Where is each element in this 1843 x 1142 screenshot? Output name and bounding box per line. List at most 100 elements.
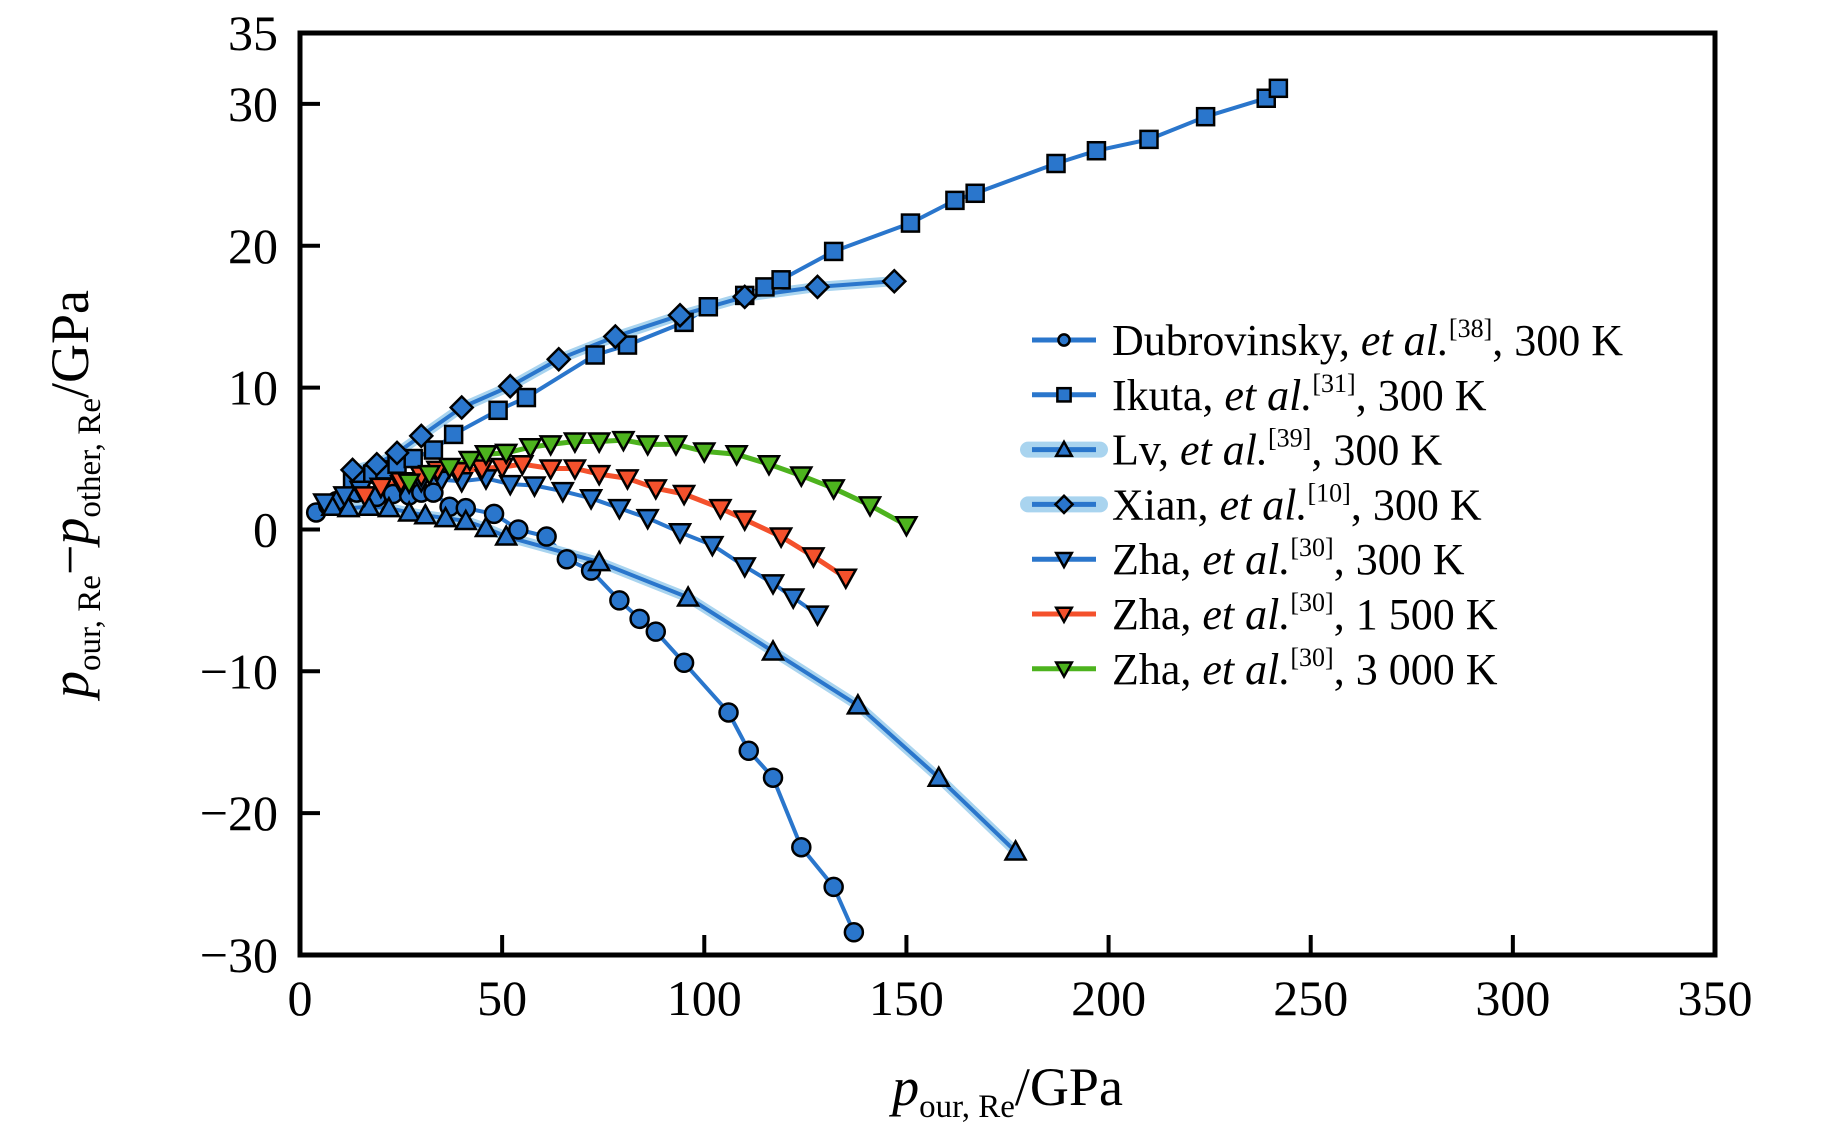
zha300-marker-triangle-down — [635, 508, 660, 531]
lv-marker-triangle-up — [845, 692, 871, 715]
ikuta-marker-square — [585, 345, 605, 365]
xian-marker-diamond — [384, 440, 410, 466]
zha1500-marker-triangle-down — [562, 459, 588, 482]
xian-marker-diamond — [497, 373, 523, 399]
y-tick-label-10: 10 — [228, 360, 278, 416]
zha300-marker-triangle-down — [781, 588, 806, 611]
xian-marker-diamond — [804, 274, 831, 300]
zha1500-marker-triangle-down — [510, 454, 535, 477]
ikuta-marker-square — [516, 387, 537, 408]
x-tick-label-200: 200 — [1071, 970, 1146, 1026]
zha300-marker-triangle-down — [522, 476, 547, 499]
ikuta-marker-square — [1195, 106, 1216, 127]
lv-marker-triangle-up — [376, 495, 402, 518]
legend-marker-ikuta — [1056, 386, 1072, 403]
legend-marker-zha1500 — [1054, 606, 1074, 625]
lv-marker-triangle-up — [926, 765, 951, 787]
dubrovinsky-marker-circle — [609, 590, 630, 611]
y-tick-label-−10: −10 — [200, 643, 278, 699]
y-tick-label-0: 0 — [253, 501, 278, 557]
zha3000-marker-triangle-down — [437, 457, 462, 480]
zha3000-marker-triangle-down — [894, 515, 919, 538]
dubrovinsky-marker-circle — [645, 621, 667, 642]
legend-label-xian: Xian, et al.[10], 300 K — [1112, 478, 1482, 529]
zha300-marker-triangle-down — [312, 493, 337, 516]
zha300-marker-triangle-down — [498, 474, 523, 497]
zha1500-marker-triangle-down — [643, 479, 668, 501]
zha1500-marker-triangle-down — [801, 547, 826, 569]
dubrovinsky-marker-circle — [718, 702, 739, 723]
legend-label-zha1500: Zha, et al.[30], 1 500 K — [1112, 588, 1498, 639]
lv-marker-triangle-up — [336, 495, 361, 518]
zha3000-marker-triangle-down — [857, 496, 883, 518]
legend-item-ikuta: Ikuta, et al.[31], 300 K — [1032, 369, 1487, 420]
y-tick-label-20: 20 — [228, 218, 278, 274]
lv-marker-triangle-up — [413, 502, 438, 525]
lv-marker-triangle-up — [473, 515, 499, 538]
ikuta-marker-square — [1268, 78, 1289, 99]
zha3000-marker-triangle-down — [494, 443, 519, 466]
lv-marker-triangle-up — [453, 508, 478, 531]
x-tick-label-100: 100 — [667, 970, 742, 1026]
legend-marker-xian — [1053, 494, 1075, 515]
zha300-marker-triangle-down — [667, 523, 693, 545]
xian-marker-diamond — [881, 268, 908, 294]
ikuta-marker-square — [965, 183, 985, 204]
ikuta-marker-square — [823, 241, 844, 262]
y-tick-label-35: 35 — [228, 5, 278, 61]
lv-marker-triangle-up — [397, 499, 422, 522]
zha1500-marker-triangle-down — [587, 464, 612, 487]
zha300-marker-triangle-down — [760, 574, 786, 596]
ikuta-marker-square — [771, 270, 791, 290]
legend-label-lv: Lv, et al.[39], 300 K — [1112, 424, 1442, 475]
zha300-marker-triangle-down — [700, 535, 725, 558]
series-layer — [305, 78, 1289, 943]
x-axis-title: pour, Re/GPa — [888, 1057, 1123, 1125]
legend-marker-lv — [1054, 439, 1074, 458]
ikuta-marker-square — [423, 440, 444, 460]
xian-marker-diamond — [545, 346, 572, 373]
dubrovinsky-marker-circle — [556, 548, 578, 570]
x-tick-label-350: 350 — [1678, 970, 1753, 1026]
zha1500-marker-triangle-down — [768, 527, 794, 550]
zha300-marker-triangle-down — [332, 486, 357, 508]
legend-item-xian: Xian, et al.[10], 300 K — [1020, 478, 1482, 529]
dubrovinsky-marker-circle — [738, 740, 760, 761]
y-tick-label-−20: −20 — [200, 785, 278, 841]
zha3000-marker-triangle-down — [417, 464, 442, 487]
lv-marker-triangle-up — [587, 549, 612, 572]
legend-item-dubrovinsky: Dubrovinsky, et al.[38], 300 K — [1032, 314, 1623, 365]
zha3000-marker-triangle-down — [518, 437, 543, 460]
zha3000-marker-triangle-down — [821, 479, 846, 501]
legend-label-ikuta: Ikuta, et al.[31], 300 K — [1112, 369, 1487, 420]
y-axis: 35 30 20 10 0 −10 −20 −30 — [200, 5, 320, 983]
xian-marker-diamond — [448, 394, 475, 421]
xian-marker-diamond — [602, 323, 629, 350]
zha3000-marker-triangle-down — [587, 432, 612, 455]
zha3000-marker-triangle-down — [562, 432, 588, 455]
zha3000-marker-triangle-down — [473, 445, 499, 467]
zha3000-marker-triangle-down — [663, 435, 689, 457]
y-tick-label-30: 30 — [228, 76, 278, 132]
zha300-marker-triangle-down — [607, 498, 632, 521]
legend-label-zha3000: Zha, et al.[30], 3 000 K — [1112, 643, 1498, 694]
zha3000-marker-triangle-down — [457, 450, 482, 473]
ikuta-marker-square — [1139, 129, 1159, 150]
ikuta-marker-square — [443, 424, 464, 445]
series-xian-markers — [339, 268, 908, 483]
zha3000-marker-triangle-down — [538, 435, 563, 457]
legend-label-dubrovinsky: Dubrovinsky, et al.[38], 300 K — [1112, 314, 1623, 365]
dubrovinsky-marker-circle — [762, 767, 784, 788]
lv-marker-triangle-up — [1003, 838, 1028, 861]
x-axis: 0 50 100 150 200 250 300 350 — [288, 935, 1753, 1026]
plot-border — [297, 30, 1718, 958]
ikuta-marker-square — [698, 297, 719, 317]
xian-marker-diamond — [667, 302, 693, 329]
zha3000-marker-triangle-down — [692, 442, 717, 465]
dubrovinsky-marker-circle — [536, 526, 557, 547]
x-tick-label-50: 50 — [477, 970, 527, 1026]
lv-marker-triangle-up — [433, 505, 458, 528]
zha300-marker-triangle-down — [578, 489, 604, 511]
